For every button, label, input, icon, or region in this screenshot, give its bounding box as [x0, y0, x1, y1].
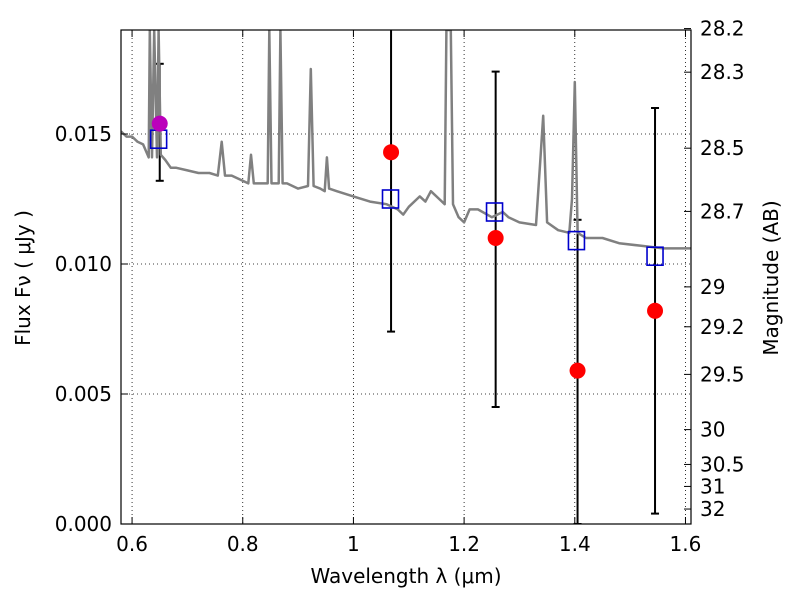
y-tick-label: 0.005: [55, 382, 112, 406]
x-tick-label: 1.4: [559, 532, 591, 556]
mag-tick-label: 29.5: [700, 362, 745, 386]
mag-tick-label: 30: [700, 418, 725, 442]
mag-tick-label: 32: [700, 497, 725, 521]
observed-point: [383, 144, 400, 161]
mag-tick-label: 30.5: [700, 452, 745, 476]
axis-ticks: 0.6 0.8 1 1.2 1.4 1.6 0.000 0.005 0.010 0.015 28.2…: [55, 17, 745, 556]
observed-point: [487, 230, 504, 246]
x-tick-label: 1.6: [670, 532, 702, 556]
mag-tick-label: 28.2: [700, 17, 745, 41]
mag-tick-label: 28.3: [700, 60, 745, 84]
x-tick-label: 0.6: [116, 532, 148, 556]
y-tick-label: 0.015: [55, 122, 112, 146]
y-tick-label: 0.000: [55, 512, 112, 536]
plot-frame: [120, 29, 692, 525]
grid: [121, 30, 691, 525]
right-axis-title: Magnitude (AB): [759, 200, 783, 355]
y-axis-title: Flux Fν ( μJy ): [11, 210, 35, 346]
x-axis-title: Wavelength λ (μm): [310, 564, 501, 588]
spectrum-line: [121, 30, 691, 250]
model-point-square: [567, 230, 586, 251]
plot-data: [121, 30, 691, 524]
mag-tick-label: 29.2: [700, 315, 745, 339]
mag-tick-label: 31: [700, 474, 725, 498]
model-point-square: [381, 189, 400, 209]
observed-point: [569, 362, 586, 379]
model-point-square: [485, 202, 504, 222]
x-tick-label: 1.2: [448, 532, 480, 556]
model-point-square: [646, 246, 664, 266]
observed-point: [647, 302, 664, 319]
x-tick-label: 1: [347, 532, 360, 556]
x-tick-label: 0.8: [227, 532, 259, 556]
mag-tick-label: 28.7: [700, 199, 745, 223]
y-tick-label: 0.010: [55, 252, 112, 276]
observed-point: [151, 115, 168, 132]
mag-tick-label: 29: [700, 275, 725, 299]
mag-tick-label: 28.5: [700, 136, 745, 160]
